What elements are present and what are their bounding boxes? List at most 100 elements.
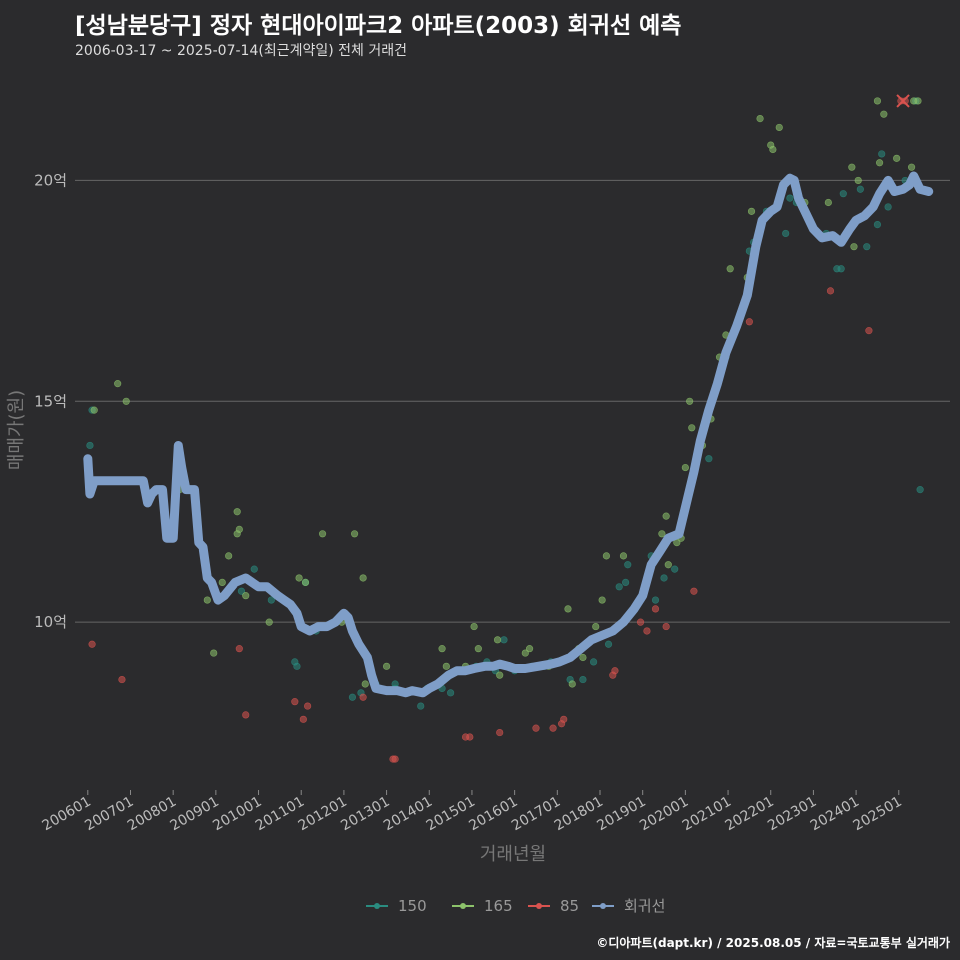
data-point-85 [291,698,299,706]
data-point-165 [295,574,303,582]
data-point-150 [873,221,882,229]
gridlines [75,179,950,623]
data-point-150 [856,185,864,193]
data-point-85 [242,711,250,719]
data-point-150 [651,596,660,604]
data-point-85 [466,733,474,741]
data-point-85 [643,627,651,635]
data-point-165 [756,114,764,123]
data-point-165 [664,561,672,569]
data-point-150 [604,640,613,648]
data-point-150 [782,229,790,238]
data-point-165 [233,508,241,516]
x-tick-label: 202501 [850,794,904,835]
data-point-165 [848,163,856,171]
y-tick-label: 20억 [34,171,67,189]
data-point-85 [88,640,96,648]
data-point-165 [854,176,862,185]
legend-label: 150 [398,897,427,915]
x-axis-ticks: 2006012007012008012009012010012011012012… [40,790,905,834]
data-point-150 [878,150,886,158]
data-point-85 [651,605,660,613]
data-point-150 [839,190,847,198]
data-point-165 [880,110,888,118]
data-point-150 [86,441,94,450]
data-point-150 [500,636,508,644]
data-point-165 [350,530,359,538]
data-point-85 [549,724,557,732]
data-point-85 [532,724,540,732]
data-point-85 [690,587,698,595]
data-point-85 [745,318,753,326]
data-point-85 [118,675,126,684]
data-point-165 [686,397,694,405]
data-point-165 [525,645,534,653]
data-point-150 [624,561,632,569]
data-point-165 [598,596,606,604]
data-point-165 [688,424,696,432]
data-point-165 [122,397,130,405]
data-point-85 [299,715,307,723]
footer-credit: ©디아파트(dapt.kr) / 2025.08.05 / 자료=국토교통부 실… [596,936,950,950]
data-point-165 [382,662,391,670]
data-point-165 [602,552,611,560]
data-point-165 [592,622,600,631]
data-point-85 [636,618,645,626]
data-point-165 [203,596,211,604]
data-point-165 [301,578,310,586]
data-point-85 [391,755,399,763]
y-tick-label: 15억 [34,392,67,410]
data-point-150 [705,455,713,463]
data-point-165 [726,265,734,273]
data-point-165 [496,671,504,679]
legend-swatch-dot [536,903,542,909]
regression-line-group [83,171,934,698]
data-point-85 [826,287,835,295]
data-point-85 [865,327,873,335]
legend-swatch-dot [600,903,606,909]
y-axis-ticks: 10억 15억 20억 [34,171,67,631]
data-point-165 [521,649,529,657]
data-point-165 [359,574,367,582]
data-point-150 [267,596,275,604]
data-point-165 [579,653,587,662]
data-point-85 [560,715,568,723]
data-point-150 [622,578,630,586]
x-icon [896,94,910,108]
data-point-150 [237,587,246,595]
data-point-165 [824,198,832,207]
data-point-150 [447,689,455,697]
data-point-165 [442,662,450,670]
data-point-165 [438,645,446,653]
data-point-165 [564,605,572,613]
data-point-150 [884,203,892,211]
data-point-165 [318,530,327,538]
data-point-85 [496,728,504,737]
legend-label: 165 [484,897,513,915]
data-point-165 [873,97,882,105]
data-point-150 [348,693,357,701]
data-point-150 [615,583,623,591]
x-axis-label: 거래년월 [480,844,546,865]
data-point-165 [218,578,226,586]
data-point-165 [893,154,901,162]
legend-swatch-dot [460,903,466,909]
chart-subtitle: 2006-03-17 ~ 2025-07-14(최근계약일) 전체 거래건 [75,43,407,59]
highlight-marker [896,94,910,108]
data-point-85 [611,667,619,675]
data-point-165 [681,463,689,472]
data-point-165 [265,618,273,626]
legend: 150 165 85 회귀선 [366,897,665,915]
data-point-165 [361,680,369,688]
data-point-150 [417,702,425,710]
data-point-165 [568,680,576,688]
data-point-165 [114,380,122,388]
data-point-150 [293,662,301,670]
data-point-150 [671,565,679,573]
data-point-150 [589,658,598,666]
data-point-165 [470,622,478,631]
y-axis-label: 매매가(원) [6,390,27,470]
data-point-85 [662,622,670,631]
